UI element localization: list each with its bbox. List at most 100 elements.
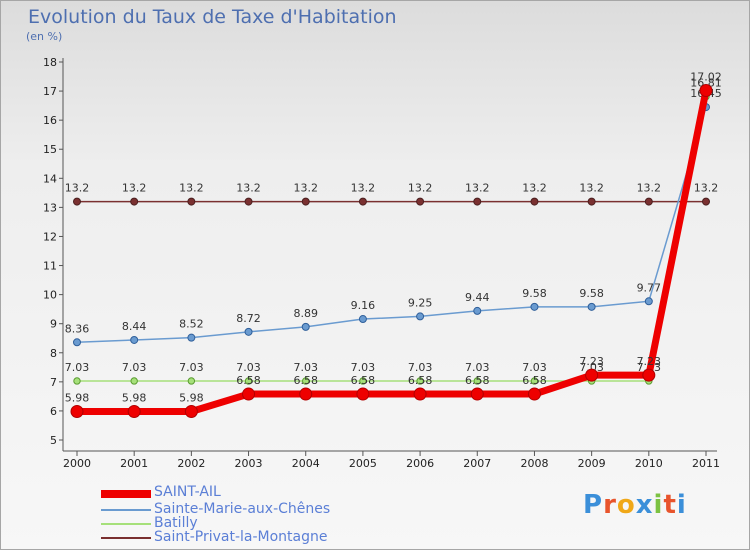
- data-label-sainte-marie-aux-chenes: 8.72: [236, 312, 261, 325]
- data-point-sainte-marie-aux-chenes: [301, 322, 310, 331]
- data-point-saint-ail: [299, 387, 313, 401]
- data-point-saint-privat-la-montagne: [530, 197, 539, 206]
- data-point-batilly: [302, 377, 310, 385]
- data-point-saint-ail: [413, 387, 427, 401]
- data-point-batilly: [187, 377, 196, 385]
- logo-letter: t: [663, 490, 677, 520]
- data-label-saint-ail: 5.98: [179, 392, 204, 405]
- data-label-saint-ail: 6.58: [351, 374, 376, 387]
- data-label-sainte-marie-aux-chenes: 9.58: [579, 287, 604, 300]
- x-tick-label: 2009: [578, 457, 606, 470]
- data-point-saint-ail: [470, 387, 484, 401]
- y-tick-label: 13: [43, 201, 57, 214]
- data-point-sainte-marie-aux-chenes: [73, 338, 81, 347]
- data-point-saint-ail: [184, 405, 198, 419]
- data-point-saint-ail: [242, 387, 256, 401]
- data-point-saint-ail: [585, 368, 599, 382]
- y-tick-label: 15: [43, 143, 57, 156]
- data-label-sainte-marie-aux-chenes: 9.16: [351, 299, 376, 312]
- data-point-saint-privat-la-montagne: [644, 197, 653, 206]
- data-point-sainte-marie-aux-chenes: [473, 306, 482, 315]
- y-tick-label: 16: [43, 114, 57, 127]
- data-label-batilly: 7.03: [408, 361, 433, 374]
- x-tick-label: 2004: [292, 457, 320, 470]
- data-point-sainte-marie-aux-chenes: [130, 335, 139, 344]
- legend-item-saint-ail: SAINT-AIL: [101, 484, 401, 502]
- x-tick-label: 2001: [120, 457, 148, 470]
- legend-swatch-saint-ail: [101, 490, 151, 498]
- data-label-batilly: 7.03: [465, 361, 490, 374]
- chart-title: Evolution du Taux de Taxe d'Habitation: [28, 6, 397, 28]
- x-tick-label: 2011: [692, 457, 720, 470]
- data-point-saint-ail: [127, 405, 141, 419]
- logo-letter: x: [635, 490, 654, 520]
- data-point-saint-privat-la-montagne: [702, 197, 710, 206]
- data-label-batilly: 7.03: [293, 361, 318, 374]
- data-label-batilly: 7.03: [351, 361, 376, 374]
- data-label-sainte-marie-aux-chenes: 8.89: [293, 307, 318, 320]
- data-label-batilly: 7.03: [522, 361, 547, 374]
- data-label-saint-privat-la-montagne: 13.2: [236, 182, 261, 195]
- data-label-sainte-marie-aux-chenes: 8.44: [122, 320, 147, 333]
- data-point-saint-ail: [527, 387, 541, 401]
- legend-item-sainte-marie: Sainte-Marie-aux-Chênes: [101, 501, 401, 519]
- data-label-saint-ail: 6.58: [293, 374, 318, 387]
- chart-subtitle: (en %): [26, 30, 63, 43]
- data-label-saint-ail: 6.58: [465, 374, 490, 387]
- data-point-sainte-marie-aux-chenes: [644, 297, 653, 306]
- data-label-saint-privat-la-montagne: 13.2: [637, 182, 662, 195]
- legend-label: SAINT-AIL: [154, 484, 221, 500]
- y-tick-label: 9: [50, 318, 57, 331]
- data-label-saint-ail: 6.58: [408, 374, 433, 387]
- data-point-sainte-marie-aux-chenes: [416, 312, 425, 321]
- data-point-batilly: [473, 377, 481, 385]
- data-label-saint-privat-la-montagne: 13.2: [408, 182, 433, 195]
- data-point-saint-privat-la-montagne: [416, 197, 425, 206]
- x-tick-label: 2003: [235, 457, 263, 470]
- data-label-saint-ail: 7.23: [637, 355, 662, 368]
- data-point-batilly: [130, 377, 138, 385]
- data-point-saint-privat-la-montagne: [187, 197, 196, 206]
- data-point-sainte-marie-aux-chenes: [244, 327, 253, 336]
- data-label-saint-privat-la-montagne: 13.2: [293, 182, 318, 195]
- data-label-saint-privat-la-montagne: 13.2: [122, 182, 147, 195]
- y-tick-label: 8: [50, 347, 57, 360]
- data-point-saint-ail: [699, 83, 713, 97]
- x-tick-label: 2005: [349, 457, 377, 470]
- data-label-batilly: 7.03: [65, 361, 90, 374]
- data-label-saint-privat-la-montagne: 13.2: [351, 182, 376, 195]
- data-label-saint-ail: 17.02: [690, 70, 722, 83]
- data-label-saint-privat-la-montagne: 13.2: [522, 182, 547, 195]
- data-point-saint-privat-la-montagne: [244, 197, 253, 206]
- y-tick-label: 7: [50, 376, 57, 389]
- legend-item-saint-privat: Saint-Privat-la-Montagne: [101, 529, 401, 547]
- data-label-batilly: 7.03: [236, 361, 261, 374]
- data-label-saint-privat-la-montagne: 13.2: [579, 182, 604, 195]
- data-label-sainte-marie-aux-chenes: 9.77: [637, 281, 662, 294]
- logo-letter: o: [616, 490, 636, 520]
- data-label-batilly: 16.81: [690, 77, 722, 90]
- data-label-batilly: 7.03: [579, 361, 604, 374]
- data-label-saint-privat-la-montagne: 13.2: [65, 182, 90, 195]
- data-point-sainte-marie-aux-chenes: [530, 302, 539, 311]
- logo-letter: i: [653, 490, 664, 520]
- data-point-saint-privat-la-montagne: [301, 197, 310, 206]
- x-tick-label: 2010: [635, 457, 663, 470]
- logo-letter: r: [603, 490, 617, 520]
- data-point-batilly: [530, 377, 539, 385]
- series-line-sainte-marie-aux-chenes: [76, 106, 707, 344]
- data-label-saint-ail: 5.98: [65, 392, 90, 405]
- x-tick-label: 2006: [406, 457, 434, 470]
- legend-swatch-saint-privat: [101, 537, 151, 539]
- data-point-saint-privat-la-montagne: [587, 197, 596, 206]
- data-label-sainte-marie-aux-chenes: 9.58: [522, 287, 547, 300]
- y-tick-label: 5: [50, 434, 57, 447]
- logo-letter: i: [676, 490, 687, 520]
- data-label-saint-ail: 5.98: [122, 392, 147, 405]
- x-tick-label: 2007: [463, 457, 491, 470]
- legend-swatch-batilly: [101, 523, 151, 525]
- data-label-saint-ail: 7.23: [579, 355, 604, 368]
- legend-swatch-sainte-marie: [101, 509, 151, 511]
